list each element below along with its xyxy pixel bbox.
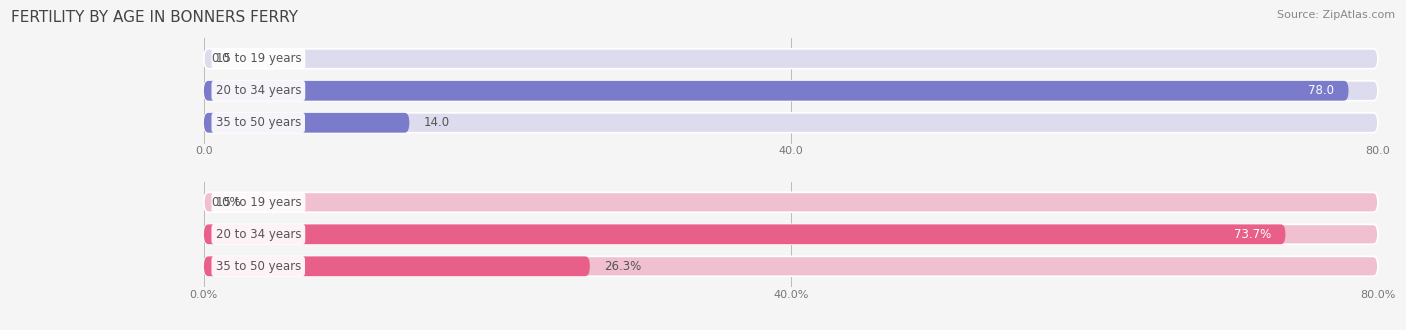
FancyBboxPatch shape [204,256,591,276]
FancyBboxPatch shape [204,81,1348,101]
Text: 20 to 34 years: 20 to 34 years [215,84,301,97]
FancyBboxPatch shape [204,113,1378,133]
Text: 15 to 19 years: 15 to 19 years [215,196,301,209]
Text: 35 to 50 years: 35 to 50 years [215,116,301,129]
Text: 14.0: 14.0 [425,116,450,129]
FancyBboxPatch shape [204,113,409,133]
FancyBboxPatch shape [204,81,1378,101]
Text: 20 to 34 years: 20 to 34 years [215,228,301,241]
FancyBboxPatch shape [204,192,1378,212]
Text: 78.0: 78.0 [1308,84,1334,97]
Text: 0.0: 0.0 [211,52,229,65]
Text: 35 to 50 years: 35 to 50 years [215,260,301,273]
Text: FERTILITY BY AGE IN BONNERS FERRY: FERTILITY BY AGE IN BONNERS FERRY [11,10,298,25]
Text: 26.3%: 26.3% [605,260,641,273]
Text: Source: ZipAtlas.com: Source: ZipAtlas.com [1277,10,1395,20]
FancyBboxPatch shape [204,224,1378,244]
FancyBboxPatch shape [204,256,1378,276]
Text: 15 to 19 years: 15 to 19 years [215,52,301,65]
Text: 73.7%: 73.7% [1233,228,1271,241]
Text: 0.0%: 0.0% [211,196,240,209]
FancyBboxPatch shape [204,224,1285,244]
FancyBboxPatch shape [204,49,1378,69]
